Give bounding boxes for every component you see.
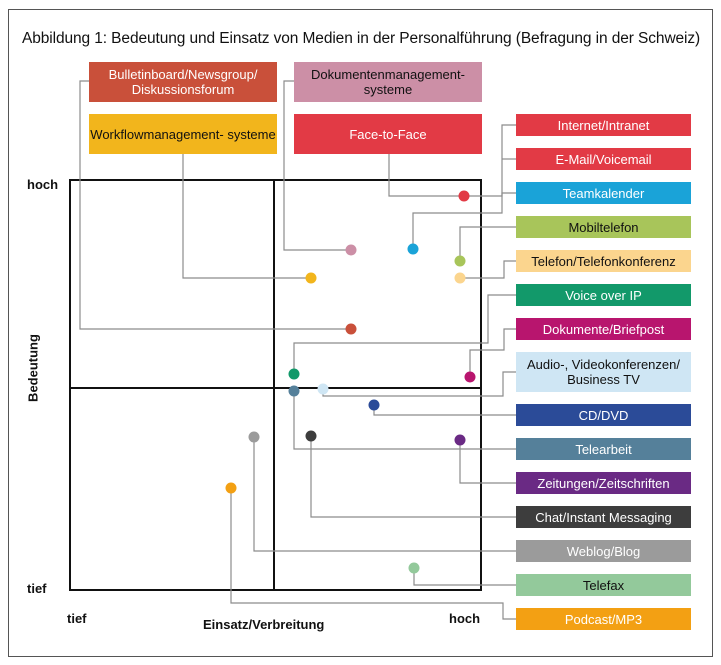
figure-title: Abbildung 1: Bedeutung und Einsatz von M… (22, 30, 701, 47)
legend-label-face-to-face: Face-to-Face (294, 114, 482, 154)
leader-line-dokumentenmanagement (283, 80, 351, 251)
legend-label-zeitungen: Zeitungen/Zeitschriften (516, 472, 691, 494)
data-point-dokumente-briefpost (464, 371, 476, 383)
leader-line-workflowmanagement (182, 154, 311, 279)
legend-label-telefax: Telefax (516, 574, 691, 596)
legend-label-voice-over-ip: Voice over IP (516, 284, 691, 306)
legend-label-email-voicemail: E-Mail/Voicemail (516, 148, 691, 170)
plot-border (69, 179, 482, 591)
data-point-bulletinboard (345, 323, 357, 335)
data-point-audio-video (317, 383, 329, 395)
leader-line-face-to-face (388, 154, 464, 197)
leader-line-telefax (413, 568, 516, 586)
legend-label-mobiltelefon: Mobiltelefon (516, 216, 691, 238)
legend-label-telefon-konferenz: Telefon/Telefonkonferenz (516, 250, 691, 272)
legend-label-dokumentenmanagement: Dokumentenmanagement- systeme (294, 62, 482, 102)
data-point-workflowmanagement (305, 272, 317, 284)
leader-line-teamkalender (412, 192, 516, 249)
data-point-weblog (248, 431, 260, 443)
data-point-telefon-konferenz (454, 272, 466, 284)
legend-label-dokumente-briefpost: Dokumente/Briefpost (516, 318, 691, 340)
legend-label-cd-dvd: CD/DVD (516, 404, 691, 426)
data-point-podcast (225, 482, 237, 494)
x-axis-low-label: tief (67, 611, 87, 626)
data-point-cd-dvd (368, 399, 380, 411)
data-point-chat (305, 430, 317, 442)
legend-label-weblog: Weblog/Blog (516, 540, 691, 562)
x-axis-title: Einsatz/Verbreitung (203, 617, 325, 632)
leader-line-voice-over-ip (293, 294, 516, 374)
data-point-face-to-face (458, 190, 470, 202)
legend-label-audio-video: Audio-, Videokonferenzen/ Business TV (516, 352, 691, 392)
leader-line-mobiltelefon (459, 226, 516, 261)
data-point-telefax (408, 562, 420, 574)
y-axis-low-label: tief (27, 581, 47, 596)
data-point-dokumentenmanagement (345, 244, 357, 256)
data-point-teamkalender (407, 243, 419, 255)
leader-line-telearbeit (293, 391, 516, 450)
figure-frame (8, 9, 713, 657)
data-point-zeitungen (454, 434, 466, 446)
legend-label-teamkalender: Teamkalender (516, 182, 691, 204)
leader-line-bulletinboard (79, 80, 351, 330)
x-axis-high-label: hoch (449, 611, 481, 626)
leader-line-cd-dvd (373, 405, 516, 416)
y-axis-high-label: hoch (27, 177, 59, 192)
legend-label-internet-intranet: Internet/Intranet (516, 114, 691, 136)
data-point-mobiltelefon (454, 255, 466, 267)
data-point-telearbeit (288, 385, 300, 397)
leader-line-chat (310, 436, 516, 518)
leader-line-zeitungen (459, 440, 516, 484)
data-point-voice-over-ip (288, 368, 300, 380)
legend-label-chat: Chat/Instant Messaging (516, 506, 691, 528)
leader-line-telefon-konferenz (460, 260, 516, 279)
legend-label-bulletinboard: Bulletinboard/Newsgroup/ Diskussionsforu… (89, 62, 277, 102)
y-axis-title: Bedeutung (25, 334, 41, 402)
leader-line-dokumente-briefpost (469, 328, 516, 377)
legend-label-telearbeit: Telearbeit (516, 438, 691, 460)
legend-label-workflowmanagement: Workflowmanagement- systeme (89, 114, 277, 154)
leader-line-weblog (253, 437, 516, 552)
legend-label-podcast: Podcast/MP3 (516, 608, 691, 630)
leader-line-podcast (230, 488, 516, 620)
leader-line-audio-video (322, 371, 516, 397)
leader-line-internet-intranet (464, 124, 516, 197)
